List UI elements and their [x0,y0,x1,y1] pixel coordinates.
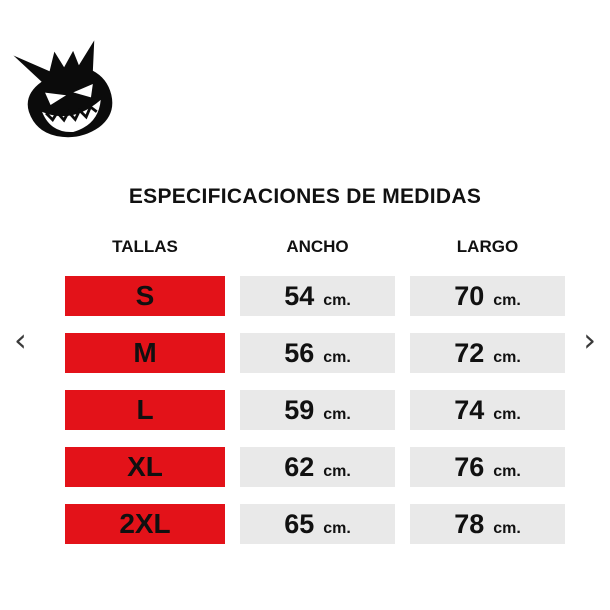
size-badge: 2XL [65,504,225,544]
ancho-value: 65 [284,509,315,539]
ancho-unit: cm. [323,292,351,309]
gengar-logo-icon [13,40,113,138]
next-arrow-button[interactable]: › [577,320,602,360]
size-badge: L [65,390,225,430]
ancho-cell: 59 cm. [240,390,395,430]
table-header-row: TALLAS ANCHO LARGO [65,237,565,257]
header-largo: LARGO [456,237,519,256]
largo-cell: 70 cm. [410,276,565,316]
ancho-cell: 54 cm. [240,276,395,316]
prev-arrow-button[interactable]: ‹ [8,320,33,360]
page-title: ESPECIFICACIONES DE MEDIDAS [128,185,482,208]
largo-cell: 76 cm. [410,447,565,487]
ancho-unit: cm. [323,463,351,480]
table-row: L 59 cm. 74 cm. [65,390,565,430]
ancho-value: 59 [284,395,315,425]
largo-unit: cm. [493,520,521,537]
ancho-unit: cm. [323,406,351,423]
ancho-value: 54 [284,281,315,311]
largo-unit: cm. [493,349,521,366]
table-row: S 54 cm. 70 cm. [65,276,565,316]
ancho-cell: 65 cm. [240,504,395,544]
largo-cell: 74 cm. [410,390,565,430]
table-row: 2XL 65 cm. 78 cm. [65,504,565,544]
largo-value: 74 [454,395,485,425]
ancho-value: 56 [284,338,315,368]
table-row: M 56 cm. 72 cm. [65,333,565,373]
largo-unit: cm. [493,406,521,423]
ancho-cell: 62 cm. [240,447,395,487]
largo-unit: cm. [493,463,521,480]
largo-value: 78 [454,509,485,539]
largo-value: 76 [454,452,485,482]
header-tallas: TALLAS [112,237,178,256]
size-badge: S [65,276,225,316]
ancho-unit: cm. [323,349,351,366]
largo-cell: 78 cm. [410,504,565,544]
size-badge: M [65,333,225,373]
ancho-unit: cm. [323,520,351,537]
largo-unit: cm. [493,292,521,309]
table-row: XL 62 cm. 76 cm. [65,447,565,487]
largo-cell: 72 cm. [410,333,565,373]
size-table: S 54 cm. 70 cm. M 56 cm. 72 cm. L [65,276,565,544]
ancho-cell: 56 cm. [240,333,395,373]
ancho-value: 62 [284,452,315,482]
size-badge: XL [65,447,225,487]
header-ancho: ANCHO [286,237,349,256]
largo-value: 70 [454,281,485,311]
largo-value: 72 [454,338,485,368]
